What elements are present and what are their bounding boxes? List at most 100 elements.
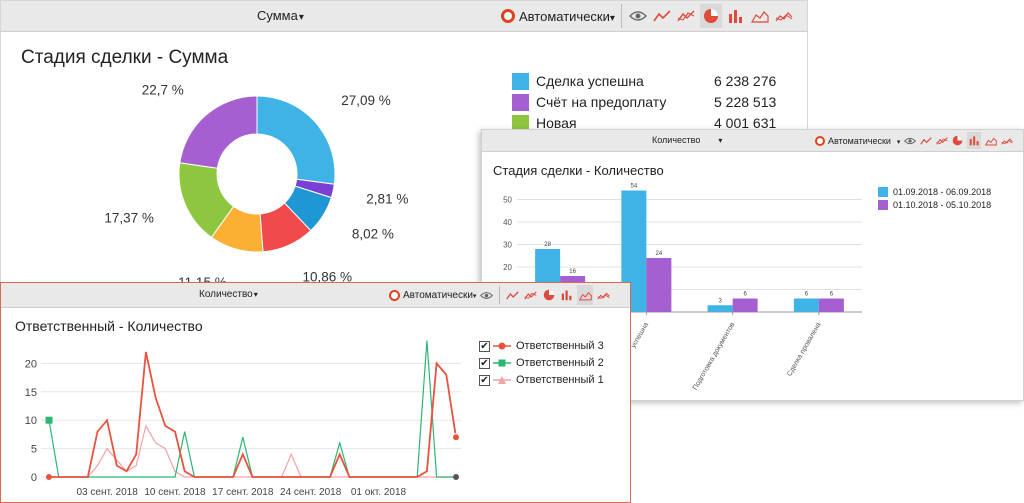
checkbox[interactable]: ✔ — [479, 340, 490, 352]
checkbox[interactable]: ✔ — [479, 357, 490, 369]
bar-value-label: 6 — [743, 292, 747, 298]
bar[interactable] — [818, 298, 844, 313]
multi-line-chart-icon[interactable] — [676, 4, 696, 28]
mode-dropdown-label: Автоматически — [403, 289, 473, 301]
line-series[interactable] — [49, 351, 457, 478]
measure-dropdown-label: Количество — [652, 135, 701, 145]
mode-dropdown-label: Автоматически — [519, 8, 610, 24]
legend-swatch — [512, 114, 529, 132]
legend-item[interactable]: ✔ Ответственный 2 — [479, 356, 604, 370]
bar-chart: 102030405028165424успешна36Подготовка до… — [503, 184, 862, 391]
toolbar-separator — [499, 286, 501, 304]
stacked-area-chart-icon[interactable] — [596, 285, 611, 305]
legend-label: Сделка успешна — [536, 73, 644, 89]
measure-dropdown[interactable]: Количество▾ — [199, 283, 258, 307]
y-tick-label: 40 — [503, 218, 512, 227]
pie-slice-label: 27,09 % — [341, 93, 391, 108]
stacked-area-chart-icon[interactable] — [774, 4, 794, 28]
mode-dropdown[interactable]: Автоматически▾ — [519, 9, 615, 24]
x-category-label: успешна — [630, 321, 650, 349]
mode-dropdown[interactable]: Автоматически▾ — [403, 290, 476, 301]
bar[interactable] — [707, 305, 733, 312]
y-tick-label: 10 — [25, 415, 37, 427]
mode-dropdown[interactable]: Автоматически▾ — [828, 136, 900, 146]
eye-icon[interactable] — [628, 4, 648, 28]
legend-label: Ответственный 2 — [516, 357, 604, 369]
bar[interactable] — [646, 258, 672, 312]
line-chart-icon[interactable] — [652, 4, 672, 28]
line-toolbar-tools: Автоматически▾ — [389, 283, 611, 307]
eye-icon[interactable] — [479, 285, 494, 305]
legend-label: Ответственный 1 — [516, 374, 604, 386]
bar-value-label: 3 — [718, 298, 722, 304]
pie-toolbar-tools: Автоматически▾ — [501, 1, 794, 31]
y-tick-label: 5 — [31, 444, 37, 456]
triangle-marker-glyph — [493, 376, 511, 384]
pie-chart-icon[interactable] — [951, 132, 964, 149]
area-chart-icon[interactable] — [577, 285, 594, 305]
x-tick-label: 24 сент. 2018 — [280, 487, 342, 498]
legend-item[interactable]: Счёт на предоплату 5 228 513 — [512, 93, 776, 111]
pie-chart-icon[interactable] — [699, 4, 722, 28]
bar-chart-icon[interactable] — [559, 285, 574, 305]
gear-icon[interactable] — [501, 9, 515, 23]
measure-dropdown[interactable]: Сумма▾ — [257, 1, 304, 33]
line-chart-icon[interactable] — [505, 285, 520, 305]
pie-slice[interactable] — [179, 95, 258, 169]
x-category-label: Сделка провалена — [786, 321, 823, 377]
y-tick-label: 0 — [31, 472, 37, 484]
bar-chart-icon[interactable] — [726, 4, 746, 28]
legend-item[interactable]: ✔ Ответственный 1 — [479, 373, 604, 387]
legend-item[interactable]: 01.10.2018 - 05.10.2018 — [878, 199, 991, 211]
legend-item[interactable]: ✔ Ответственный 3 — [479, 339, 604, 353]
multi-line-chart-icon[interactable] — [935, 132, 948, 149]
series-marker[interactable] — [453, 474, 459, 480]
multi-line-chart-icon[interactable] — [523, 285, 538, 305]
circle-marker-icon — [493, 340, 511, 352]
checkbox[interactable]: ✔ — [479, 374, 490, 386]
legend-item[interactable]: Сделка успешна 6 238 276 — [512, 72, 776, 90]
gear-icon[interactable] — [815, 135, 825, 146]
measure-dropdown[interactable]: Количество▾ — [652, 130, 722, 151]
gear-icon[interactable] — [389, 289, 400, 301]
circle-marker-glyph — [493, 342, 511, 350]
bar-value-label: 6 — [805, 292, 809, 298]
legend-item[interactable]: 01.09.2018 - 06.09.2018 — [878, 186, 991, 198]
pie-slice[interactable] — [256, 95, 336, 185]
chevron-down-icon: ▾ — [609, 12, 615, 24]
pie-chart-icon[interactable] — [541, 285, 556, 305]
y-tick-label: 15 — [25, 387, 37, 399]
bar[interactable] — [732, 298, 758, 313]
legend-label: Новая — [536, 115, 577, 131]
bar-chart-icon[interactable] — [967, 132, 982, 149]
marker-shape — [498, 342, 506, 350]
pie-panel-toolbar: Сумма▾ Автоматически▾ — [1, 1, 807, 32]
legend-swatch — [878, 200, 888, 210]
chevron-down-icon: ▾ — [253, 290, 258, 299]
pie-chart-title: Стадия сделки - Сумма — [21, 47, 229, 68]
line-series[interactable] — [48, 340, 456, 478]
series-marker[interactable] — [452, 433, 460, 442]
legend-label: 01.10.2018 - 05.10.2018 — [893, 200, 992, 210]
series-marker[interactable] — [45, 416, 53, 424]
x-tick-label: 01 окт. 2018 — [351, 487, 407, 498]
legend-item[interactable]: Новая 4 001 631 — [512, 114, 776, 132]
series-marker[interactable] — [46, 474, 52, 480]
chevron-down-icon: ▾ — [896, 138, 901, 146]
measure-dropdown-label: Количество — [199, 289, 253, 300]
bar-chart-title: Стадия сделки - Количество — [493, 163, 664, 178]
line-chart-icon[interactable] — [919, 132, 932, 149]
line-chart: 0 5 10 15 20 03 сент. 2018 10 сент. 2018 17 сен… — [25, 340, 461, 498]
triangle-marker-icon — [493, 374, 511, 386]
measure-dropdown-label: Сумма — [257, 8, 298, 23]
eye-icon[interactable] — [903, 132, 916, 149]
y-tick-label: 50 — [503, 196, 512, 205]
pie-slice-label: 2,81 % — [366, 191, 408, 206]
bar[interactable] — [793, 298, 819, 313]
legend-swatch — [512, 72, 529, 90]
area-chart-icon[interactable] — [750, 4, 770, 28]
toolbar-separator — [620, 4, 622, 28]
stacked-area-chart-icon[interactable] — [1000, 132, 1013, 149]
area-chart-icon[interactable] — [984, 132, 997, 149]
legend-value: 4 001 631 — [714, 115, 777, 131]
